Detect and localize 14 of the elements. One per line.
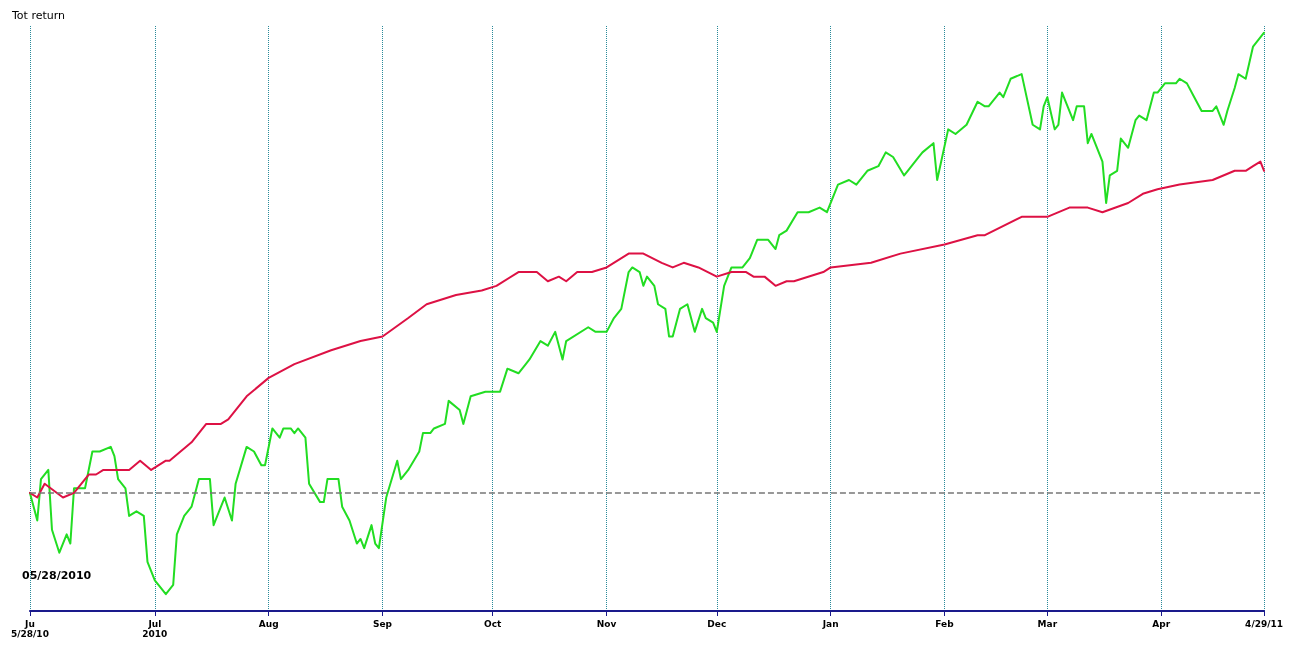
x-tick-label: Apr [1152, 619, 1171, 629]
x-tick-label: Nov [596, 619, 617, 629]
annotation: 05/28/2010 [22, 569, 92, 582]
y-axis-title: Tot return [11, 9, 66, 22]
x-tick-label: Dec [707, 619, 727, 629]
x-tick-label: 4/29/11 [1245, 619, 1283, 629]
x-tick-label: Aug [258, 619, 279, 629]
x-tick-label: Ju 5/28/10 [11, 619, 49, 639]
x-tick-label: Sep [373, 619, 393, 629]
x-tick-label: Feb [935, 619, 955, 629]
x-tick-label: Mar [1037, 619, 1058, 629]
x-tick-label: Oct [484, 619, 503, 629]
x-tick-label: Jul 2010 [142, 619, 168, 639]
x-tick-label: Jan [821, 619, 839, 629]
